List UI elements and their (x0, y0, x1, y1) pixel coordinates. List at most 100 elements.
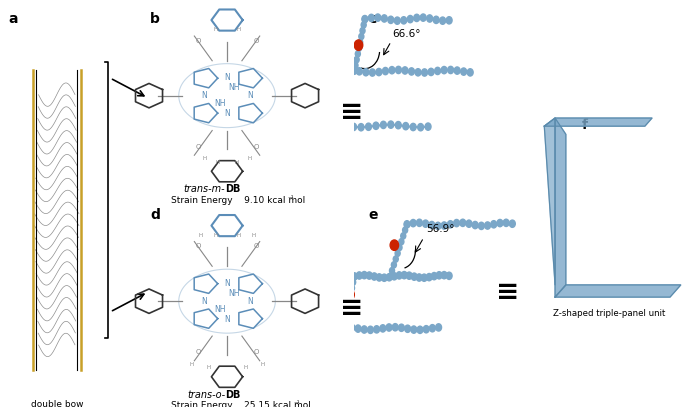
Circle shape (391, 262, 396, 268)
Circle shape (386, 274, 392, 281)
Circle shape (418, 124, 424, 131)
Circle shape (351, 279, 356, 285)
Circle shape (398, 324, 405, 331)
Text: DB: DB (225, 390, 241, 400)
Circle shape (354, 57, 359, 63)
Circle shape (436, 271, 442, 279)
Circle shape (433, 16, 439, 24)
Circle shape (402, 123, 409, 130)
Circle shape (410, 219, 416, 227)
Text: ≡: ≡ (341, 294, 364, 322)
Circle shape (356, 45, 361, 51)
Circle shape (325, 105, 330, 111)
Circle shape (372, 273, 377, 280)
Circle shape (399, 239, 404, 245)
Text: DB: DB (225, 184, 241, 194)
Circle shape (509, 220, 515, 228)
Circle shape (423, 326, 429, 333)
Circle shape (347, 296, 352, 303)
Text: N: N (224, 109, 230, 118)
Text: NH: NH (215, 305, 226, 314)
Circle shape (388, 16, 394, 24)
Circle shape (427, 15, 433, 22)
Circle shape (425, 123, 431, 130)
Circle shape (380, 325, 386, 332)
Circle shape (360, 28, 365, 34)
Circle shape (402, 227, 408, 233)
Circle shape (352, 68, 357, 74)
Text: Z-shaped triple-panel unit: Z-shaped triple-panel unit (552, 309, 665, 318)
Circle shape (401, 271, 407, 279)
Circle shape (413, 14, 420, 22)
Circle shape (321, 121, 327, 129)
Text: H: H (244, 365, 248, 370)
Circle shape (422, 220, 429, 228)
Circle shape (343, 324, 349, 331)
Circle shape (380, 121, 387, 129)
Circle shape (390, 240, 398, 250)
Circle shape (415, 69, 421, 76)
Circle shape (400, 233, 406, 239)
Circle shape (441, 66, 447, 74)
Circle shape (388, 121, 394, 128)
Circle shape (330, 325, 336, 332)
Polygon shape (544, 118, 652, 126)
Circle shape (453, 219, 460, 227)
Circle shape (328, 121, 334, 128)
Text: d: d (150, 208, 160, 222)
Circle shape (441, 222, 447, 229)
Circle shape (466, 220, 472, 228)
Circle shape (314, 122, 319, 129)
Circle shape (416, 274, 422, 281)
Circle shape (352, 273, 357, 280)
Circle shape (331, 68, 336, 74)
Circle shape (435, 222, 441, 230)
Circle shape (353, 62, 358, 68)
Text: ≡: ≡ (341, 98, 364, 126)
Circle shape (448, 66, 453, 74)
Circle shape (389, 67, 395, 74)
Circle shape (435, 67, 440, 74)
Text: H: H (190, 362, 194, 367)
Text: H: H (214, 233, 218, 238)
Circle shape (383, 68, 388, 75)
Circle shape (440, 17, 446, 24)
Text: a: a (8, 12, 17, 26)
Text: f: f (582, 118, 588, 132)
Circle shape (348, 291, 354, 297)
Circle shape (346, 302, 351, 309)
Text: H: H (260, 362, 264, 367)
Circle shape (355, 325, 361, 332)
Circle shape (381, 15, 387, 22)
Circle shape (429, 324, 436, 332)
Circle shape (405, 221, 409, 228)
Circle shape (422, 69, 427, 76)
Text: H: H (203, 155, 207, 161)
Circle shape (447, 17, 452, 24)
Text: H: H (206, 365, 211, 370)
Circle shape (350, 67, 356, 74)
Text: b: b (150, 12, 160, 26)
Circle shape (322, 123, 327, 129)
Circle shape (329, 80, 334, 87)
Circle shape (484, 222, 491, 229)
Circle shape (375, 14, 380, 21)
Text: double bow: double bow (30, 400, 83, 407)
Circle shape (396, 122, 401, 129)
Circle shape (361, 326, 367, 333)
Text: N: N (247, 297, 253, 306)
Circle shape (358, 124, 364, 131)
Circle shape (394, 17, 400, 24)
Circle shape (467, 69, 473, 76)
Circle shape (343, 66, 350, 74)
Circle shape (447, 221, 453, 228)
Circle shape (323, 117, 328, 123)
Circle shape (381, 274, 387, 281)
Circle shape (427, 274, 432, 281)
Circle shape (407, 15, 413, 23)
Text: H: H (252, 233, 256, 238)
Text: ≡: ≡ (496, 278, 519, 306)
Circle shape (341, 326, 346, 332)
Circle shape (345, 308, 350, 314)
Circle shape (394, 256, 398, 262)
